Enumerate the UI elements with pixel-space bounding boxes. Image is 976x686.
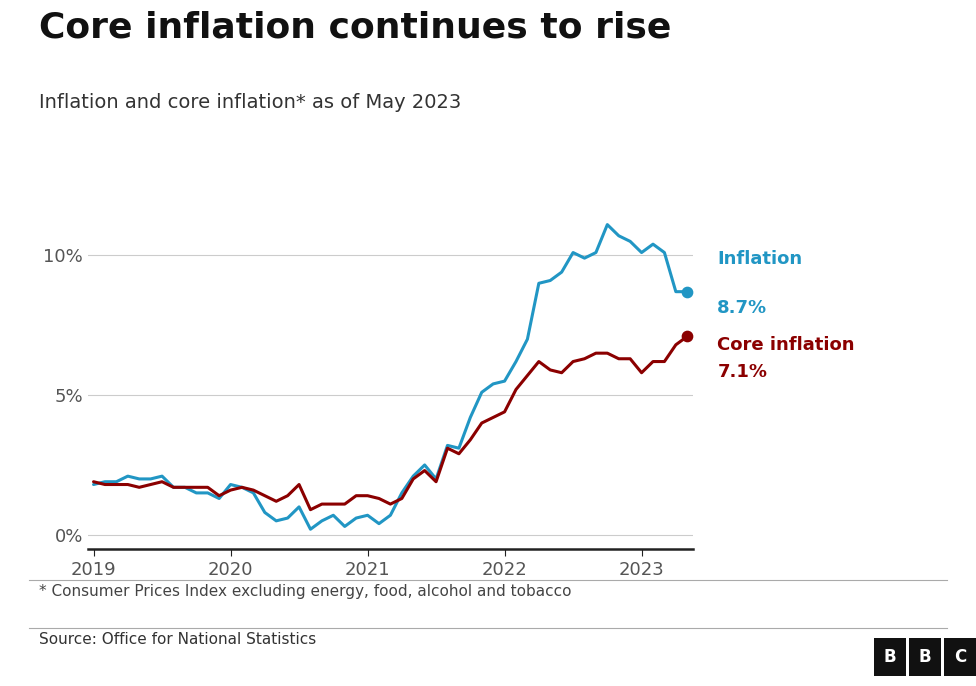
Text: * Consumer Prices Index excluding energy, food, alcohol and tobacco: * Consumer Prices Index excluding energy… (39, 584, 572, 600)
Point (679, 331, 695, 342)
Text: Source: Office for National Statistics: Source: Office for National Statistics (39, 632, 316, 648)
Text: Core inflation: Core inflation (717, 335, 855, 353)
Text: Inflation and core inflation* as of May 2023: Inflation and core inflation* as of May … (39, 93, 462, 112)
Text: Core inflation continues to rise: Core inflation continues to rise (39, 10, 671, 45)
Text: 7.1%: 7.1% (717, 363, 767, 381)
Text: 8.7%: 8.7% (717, 298, 767, 316)
Text: B: B (918, 648, 931, 666)
Text: Inflation: Inflation (717, 250, 802, 268)
Text: B: B (883, 648, 896, 666)
Point (679, 286, 695, 297)
Text: C: C (954, 648, 966, 666)
